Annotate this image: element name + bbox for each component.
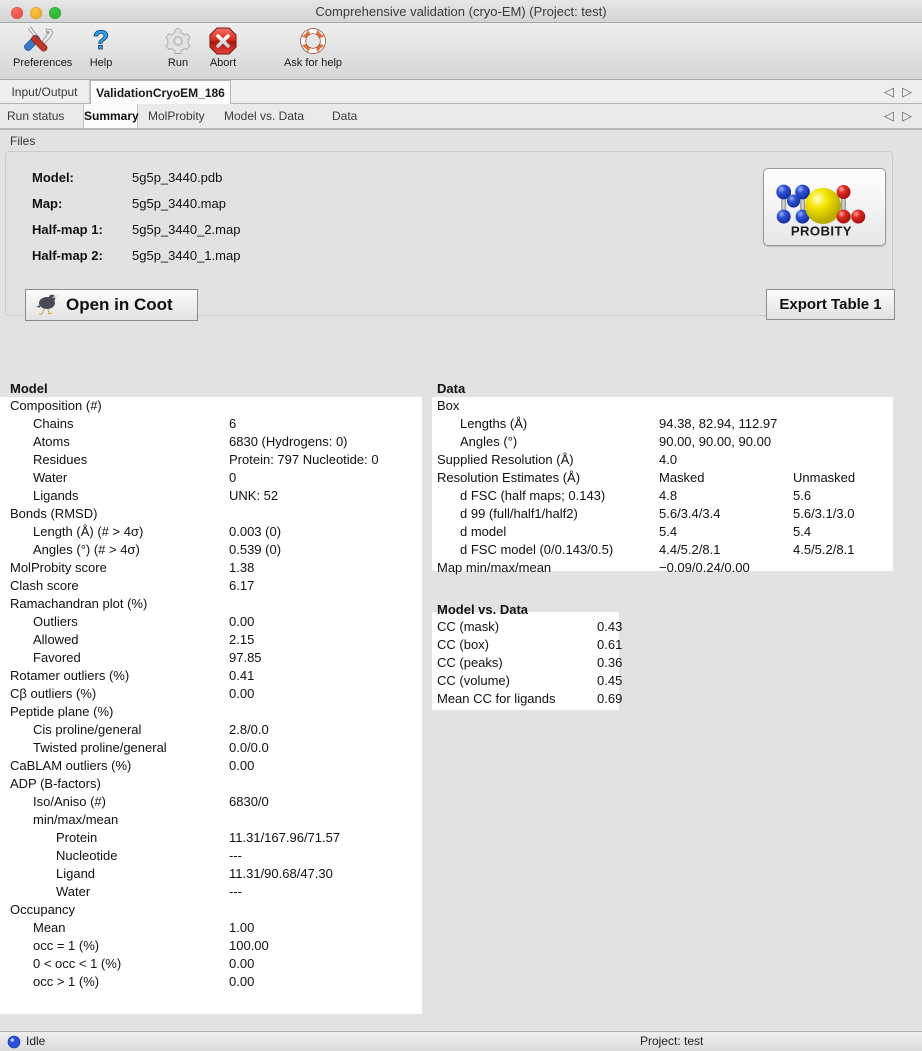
svg-text:PROBITY: PROBITY <box>791 223 852 238</box>
svg-text:?: ? <box>93 26 110 55</box>
